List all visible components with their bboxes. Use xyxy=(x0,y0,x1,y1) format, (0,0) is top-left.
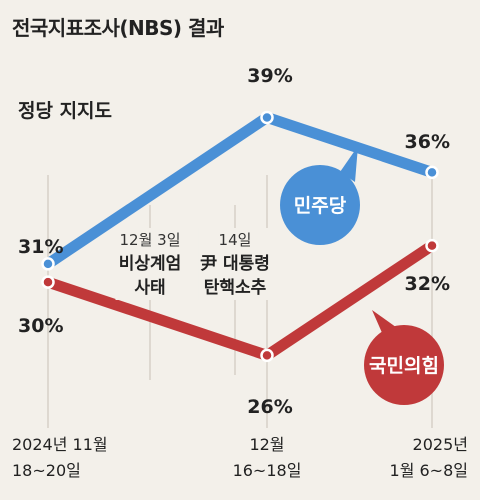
legend-bubble-0 xyxy=(280,165,360,245)
annotation-martial-law: 12월 3일 비상계엄 사태 xyxy=(115,228,185,300)
legend-bubble-tail-0 xyxy=(340,146,358,182)
data-label-series-0-1: 39% xyxy=(247,65,292,87)
annotation-event-line: 비상계엄 xyxy=(115,252,185,276)
annotation-event-line: 尹 대통령 xyxy=(198,252,272,276)
chart-subtitle: 정당 지지도 xyxy=(18,100,113,122)
series-0-point-0 xyxy=(41,257,55,271)
series-1-point-0 xyxy=(41,275,55,289)
annotation-impeachment: 14일 尹 대통령 탄핵소추 xyxy=(198,228,272,300)
x-tick-line: 12월 xyxy=(249,435,285,454)
data-label-series-0-2: 36% xyxy=(405,131,450,153)
legend-label-1: 국민의힘 xyxy=(369,355,439,377)
legend-bubble-1 xyxy=(364,325,444,405)
series-0-point-1 xyxy=(260,110,274,125)
annotation-event-line: 탄핵소추 xyxy=(198,276,272,300)
x-tick-line: 18~20일 xyxy=(12,461,81,480)
data-label-series-1-1: 26% xyxy=(247,396,292,418)
series-0-point-2 xyxy=(425,165,439,180)
x-tick-label-2: 2025년 1월 6~8일 xyxy=(390,432,468,484)
annotation-date: 12월 3일 xyxy=(115,228,185,252)
x-tick-label-0: 2024년 11월 18~20일 xyxy=(12,432,108,484)
series-1-point-2 xyxy=(425,238,439,253)
x-tick-line: 16~18일 xyxy=(232,461,302,480)
x-tick-line: 2025년 xyxy=(412,435,468,454)
chart-title: 전국지표조사(NBS) 결과 xyxy=(12,16,224,40)
legend-label-0: 민주당 xyxy=(294,195,347,217)
series-1-point-1 xyxy=(260,348,274,363)
x-tick-label-1: 12월 16~18일 xyxy=(233,432,302,484)
annotation-event-line: 사태 xyxy=(115,276,185,300)
data-label-series-1-0: 30% xyxy=(18,315,63,337)
data-label-series-1-2: 32% xyxy=(405,273,450,295)
x-tick-line: 2024년 11월 xyxy=(12,435,108,454)
x-tick-line: 1월 6~8일 xyxy=(389,461,468,480)
annotation-date: 14일 xyxy=(198,228,272,252)
data-label-series-0-0: 31% xyxy=(18,236,63,258)
